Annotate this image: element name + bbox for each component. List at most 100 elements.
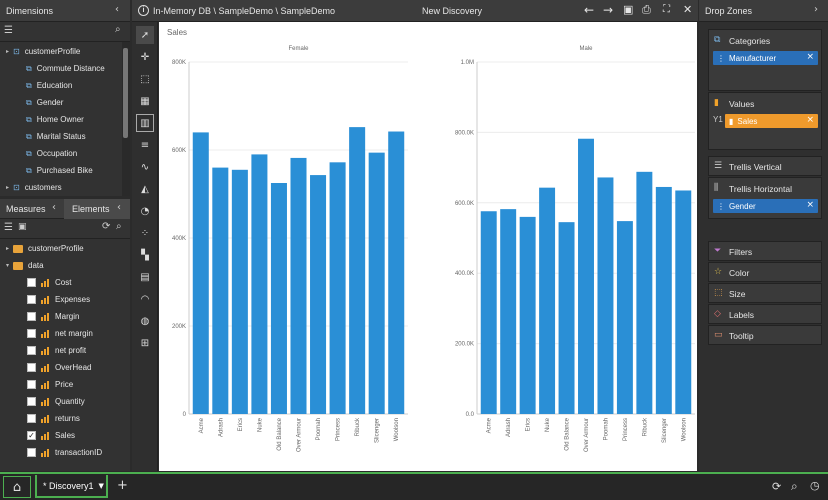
heatmap-chart-icon[interactable]: ▤ xyxy=(140,271,150,283)
search-icon[interactable]: ⌕ xyxy=(116,221,122,232)
measure-folder[interactable]: ▾ data xyxy=(0,257,44,274)
bar[interactable] xyxy=(212,167,229,414)
remove-pill-icon[interactable]: × xyxy=(806,52,814,62)
trellis-horizontal-zone[interactable]: ⫼ Trellis Horizontal ⋮ Gender × xyxy=(708,177,822,219)
sync-icon[interactable]: ⟳ xyxy=(772,480,782,493)
measure-checkbox[interactable] xyxy=(27,278,36,287)
sales-pill[interactable]: ▮ Sales × xyxy=(725,114,818,128)
bar[interactable] xyxy=(480,211,497,414)
collapse-elements-icon[interactable]: ‹ xyxy=(117,202,121,213)
manufacturer-pill[interactable]: ⋮ Manufacturer × xyxy=(713,51,818,65)
bar[interactable] xyxy=(616,221,633,414)
back-arrow-icon[interactable]: ← xyxy=(584,3,595,17)
bar[interactable] xyxy=(636,171,653,414)
categories-zone[interactable]: ⧉ Categories ⋮ Manufacturer × xyxy=(708,29,822,91)
dimension-item[interactable]: ▸ ⊡ customers xyxy=(0,179,62,196)
measure-checkbox[interactable] xyxy=(27,312,36,321)
filters-zone[interactable]: ⏷ Filters xyxy=(708,241,822,261)
dimension-item[interactable]: ⧉ Home Owner xyxy=(0,111,84,128)
color-zone[interactable]: ☆ Color xyxy=(708,262,822,282)
measure-item[interactable]: Price xyxy=(0,376,73,393)
pie-chart-icon[interactable]: ◔ xyxy=(140,205,150,217)
measure-checkbox[interactable] xyxy=(27,329,36,338)
bar[interactable] xyxy=(310,175,327,414)
dimension-item[interactable]: ⧉ Education xyxy=(0,77,72,94)
bar[interactable] xyxy=(368,152,385,414)
map-chart-icon[interactable]: ◍ xyxy=(140,315,150,327)
expand-icon[interactable]: ⛶ xyxy=(663,4,670,15)
bar[interactable] xyxy=(290,157,307,415)
remove-pill-icon[interactable]: × xyxy=(806,115,814,125)
measure-checkbox[interactable] xyxy=(27,414,36,423)
bar[interactable] xyxy=(500,209,517,414)
collapse-right-icon[interactable]: › xyxy=(814,4,818,15)
bar[interactable] xyxy=(349,127,366,415)
expand-arrow-icon[interactable]: ▸ xyxy=(6,48,10,55)
measure-checkbox[interactable] xyxy=(27,363,36,372)
bar[interactable] xyxy=(251,154,268,414)
dimension-item[interactable]: ▸ ⊡ customerProfile xyxy=(0,43,80,60)
treemap-chart-icon[interactable]: ▚ xyxy=(141,249,149,261)
measure-item[interactable]: OverHead xyxy=(0,359,91,376)
timer-icon[interactable]: ◷ xyxy=(810,479,820,492)
values-zone[interactable]: ▮ Values Y1 ▮ Sales × xyxy=(708,92,822,150)
measure-item[interactable]: net margin xyxy=(0,325,93,342)
collapse-left-icon[interactable]: ‹ xyxy=(115,4,119,15)
table-chart-icon[interactable]: ▦ xyxy=(140,95,150,107)
trellis-vertical-zone[interactable]: ☰ Trellis Vertical xyxy=(708,156,822,176)
bar[interactable] xyxy=(329,162,346,414)
list-view-icon[interactable]: ☰ xyxy=(4,222,13,233)
dimension-item[interactable]: ⧉ Commute Distance xyxy=(0,60,105,77)
bar[interactable] xyxy=(597,177,614,414)
tab-discovery1[interactable]: * Discovery1 ▼ xyxy=(35,475,108,498)
bar-chart-icon[interactable]: ≡ xyxy=(140,139,150,151)
dimensions-scrollbar[interactable] xyxy=(122,42,130,196)
measure-item[interactable]: returns xyxy=(0,410,80,427)
add-tab-icon[interactable]: + xyxy=(117,478,128,493)
gauge-chart-icon[interactable]: ◠ xyxy=(140,293,150,305)
close-icon[interactable]: ✕ xyxy=(683,3,693,16)
formula-icon[interactable]: ▣ xyxy=(18,222,27,232)
labels-zone[interactable]: ◇ Labels xyxy=(708,304,822,324)
measure-item[interactable]: net profit xyxy=(0,342,86,359)
measure-item[interactable]: Cost xyxy=(0,274,71,291)
measure-item[interactable]: Margin xyxy=(0,308,79,325)
bar[interactable] xyxy=(539,187,556,414)
measure-checkbox[interactable] xyxy=(27,346,36,355)
dimension-item[interactable]: ⧉ Marital Status xyxy=(0,128,86,145)
crosshair-tool-icon[interactable]: ✛ xyxy=(140,51,150,63)
select-tool-icon[interactable]: ➚ xyxy=(136,26,154,44)
expand-arrow-icon[interactable]: ▸ xyxy=(6,184,10,191)
bar[interactable] xyxy=(558,222,575,414)
measure-item[interactable]: transactionID xyxy=(0,444,102,461)
line-chart-icon[interactable]: ∿ xyxy=(140,161,150,173)
refresh-icon[interactable]: ⟳ xyxy=(102,221,111,232)
save-icon[interactable]: ▣ xyxy=(623,3,634,16)
measure-item[interactable]: Quantity xyxy=(0,393,85,410)
grid-chart-icon[interactable]: ⊞ xyxy=(140,337,150,349)
measure-item[interactable]: ✓ Sales xyxy=(0,427,75,444)
bar[interactable] xyxy=(655,186,672,414)
measure-checkbox[interactable] xyxy=(27,380,36,389)
dimension-item[interactable]: ⧉ Gender xyxy=(0,94,63,111)
measure-checkbox[interactable] xyxy=(27,397,36,406)
dimension-item[interactable]: ⧉ Purchased Bike xyxy=(0,162,93,179)
bar[interactable] xyxy=(270,183,287,414)
expand-arrow-icon[interactable]: ▾ xyxy=(6,262,10,269)
expand-arrow-icon[interactable]: ▸ xyxy=(6,245,10,252)
list-view-icon[interactable]: ☰ xyxy=(4,25,13,36)
tooltip-zone[interactable]: ▭ Tooltip xyxy=(708,325,822,345)
tab-dropdown-icon[interactable]: ▼ xyxy=(98,481,104,490)
measure-folder[interactable]: ▸ customerProfile xyxy=(0,240,84,257)
measure-checkbox[interactable] xyxy=(27,448,36,457)
bar[interactable] xyxy=(231,169,248,414)
bar[interactable] xyxy=(192,132,209,414)
size-zone[interactable]: ⬚ Size xyxy=(708,283,822,303)
info-icon[interactable]: i xyxy=(138,5,149,16)
tab-elements[interactable]: Elements xyxy=(72,204,110,214)
dimension-item[interactable]: ⧉ Occupation xyxy=(0,145,77,162)
scatter-chart-icon[interactable]: ⁘ xyxy=(140,227,150,239)
tab-measures[interactable]: Measures xyxy=(6,204,46,214)
column-chart-icon[interactable]: ▥ xyxy=(136,114,154,132)
gender-pill[interactable]: ⋮ Gender × xyxy=(713,199,818,213)
